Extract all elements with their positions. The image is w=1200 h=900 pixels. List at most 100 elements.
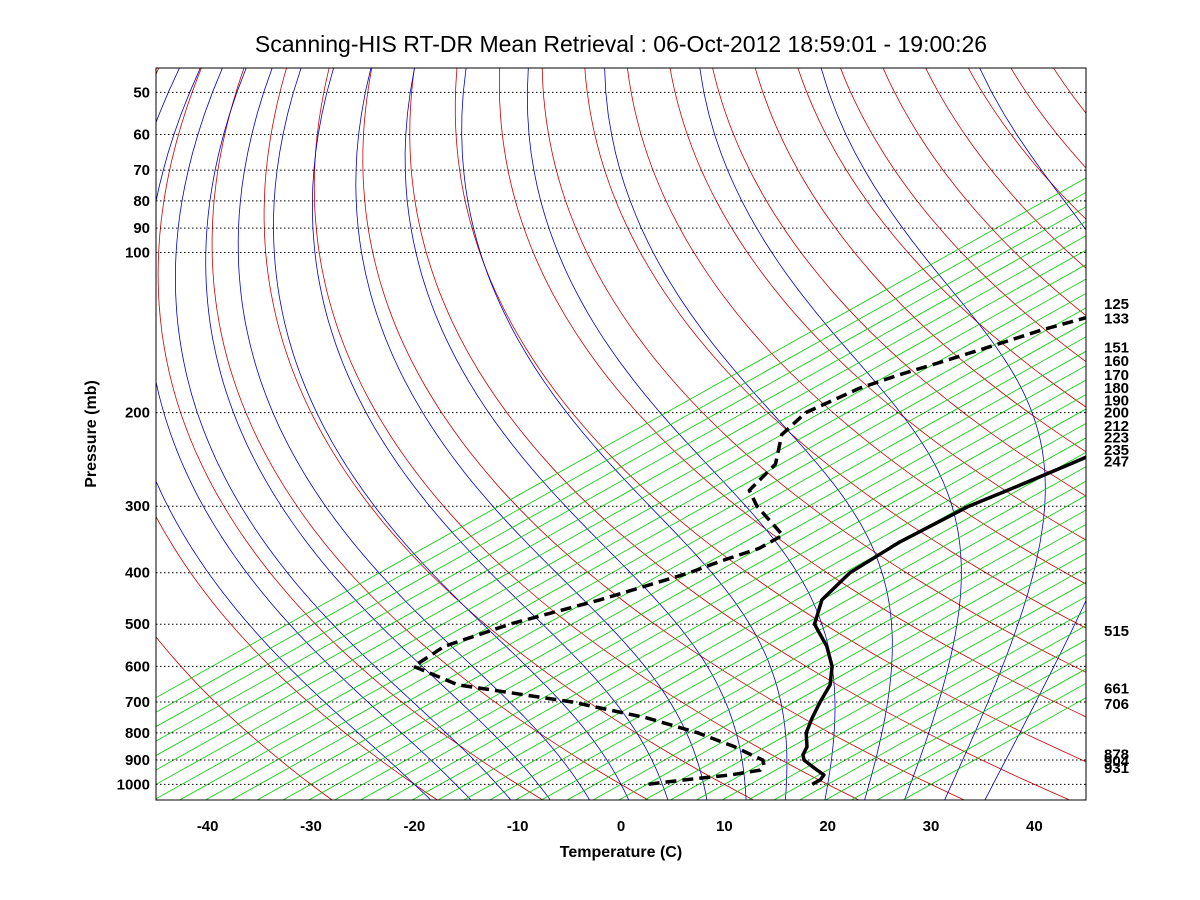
dry-adiabat-line [797,68,1086,408]
mixing-ratio-line [156,249,1086,771]
mixing-ratio-line [773,625,1086,800]
mixing-ratio-line [851,668,1086,800]
y-tick-label: 100 [125,244,150,261]
mixing-ratio-line [257,336,1086,800]
dry-adiabat-line [409,68,1070,800]
moist-adiabat-line [175,68,512,800]
right-level-label: 223 [1104,430,1129,447]
right-level-label: 170 [1104,367,1129,384]
dewpoint-profile-line [411,315,1086,787]
moist-adiabat-line [311,68,669,800]
mixing-ratio-line [231,321,1086,800]
right-level-label: 235 [1104,442,1129,459]
mixing-ratio-line [437,437,1086,800]
mixing-ratio-line [670,567,1086,800]
dry-adiabat-line [157,68,544,800]
y-axis-label: Pressure (mb) [83,380,100,488]
mixing-ratio-line [541,495,1086,800]
x-tick-labels: -40 -30 -20 -10 0 10 20 30 40 [197,818,1043,835]
right-level-label: 200 [1104,405,1129,422]
y-tick-label: 400 [125,565,150,582]
y-tick-labels: 50 60 70 80 90 100 200 300 400 500 600 700 800 900 100… [117,84,150,793]
mixing-ratio-line [205,307,1086,800]
dry-adiabat-line [454,68,1086,763]
mixing-ratio-line [156,177,1086,699]
y-tick-label: 900 [125,752,150,769]
y-tick-label: 500 [125,616,150,633]
mixing-ratio-line [156,220,1086,742]
x-axis-label: Temperature (C) [560,844,682,861]
y-tick-label: 50 [133,84,150,101]
mixing-ratio-line [618,538,1086,800]
right-level-label: 180 [1104,380,1129,397]
right-level-label: 706 [1104,696,1129,713]
dry-adiabat-line [840,68,1086,363]
right-level-label: 151 [1104,340,1129,357]
mixing-ratio-lines [156,177,1086,800]
y-tick-label: 60 [133,126,150,143]
right-level-label: 160 [1104,353,1129,370]
right-level-label: 133 [1104,310,1129,327]
mixing-ratio-line [747,610,1086,800]
right-level-label: 878 [1104,746,1129,763]
mixing-ratio-line [489,466,1086,800]
dry-adiabat-line [211,68,649,800]
mixing-ratio-line [282,350,1086,800]
x-tick-label: 20 [819,818,836,835]
moist-adiabats [156,68,1086,800]
plot-frame [155,67,1087,801]
temperature-profile-line [801,455,1086,786]
moist-adiabat-line [156,68,472,800]
mixing-ratio-line [825,653,1086,800]
dry-adiabat-line [712,68,1086,497]
y-tick-label: 800 [125,725,150,742]
chart-title: Scanning-HIS RT-DR Mean Retrieval : 06-O… [255,31,987,57]
x-tick-label: 10 [716,818,733,835]
moist-adiabat-line [820,68,1046,800]
y-tick-label: 300 [125,498,150,515]
right-level-label: 190 [1104,393,1129,410]
dry-adiabat-line [362,68,965,800]
right-level-label: 661 [1104,681,1129,698]
moist-adiabat-line [404,68,747,800]
mixing-ratio-line [463,451,1086,800]
y-tick-label: 80 [133,193,150,210]
x-tick-label: -10 [507,818,529,835]
dry-adiabat-line [882,68,1086,317]
mixing-ratio-line [515,480,1086,800]
x-tick-label: 40 [1026,818,1043,835]
dry-adiabat-line [541,68,1086,673]
x-tick-label: -20 [403,818,425,835]
dry-adiabat-line [627,68,1086,585]
mixing-ratio-line [696,581,1086,800]
y-tick-label: 700 [125,694,150,711]
mixing-ratio-line [360,394,1086,800]
mixing-ratio-line [722,596,1086,800]
mixing-ratio-line [156,278,1086,800]
mixing-ratio-line [799,639,1086,800]
mixing-ratio-line [156,235,1086,756]
mixing-ratio-line [156,191,1086,713]
dry-adiabat-line [156,636,333,800]
right-level-label: 247 [1104,453,1129,470]
mixing-ratio-line [567,509,1086,800]
right-level-label: 515 [1104,623,1129,640]
mixing-ratio-line [308,365,1086,800]
y-tick-label: 200 [125,405,150,422]
y-tick-label: 1000 [117,776,150,793]
plot-area [156,68,1086,800]
mixing-ratio-line [644,552,1086,800]
mixing-ratio-line [592,524,1086,800]
mixing-ratio-line [334,379,1086,800]
right-level-label: 904 [1104,753,1130,770]
profile-series [411,315,1086,787]
dry-adiabat-line [156,68,438,800]
mixing-ratio-line [412,422,1086,800]
dry-adiabat-line [263,68,754,800]
mixing-ratio-line [179,293,1086,800]
mixing-ratio-line [156,206,1086,728]
right-level-label: 212 [1104,418,1129,435]
x-tick-label: -30 [300,818,322,835]
